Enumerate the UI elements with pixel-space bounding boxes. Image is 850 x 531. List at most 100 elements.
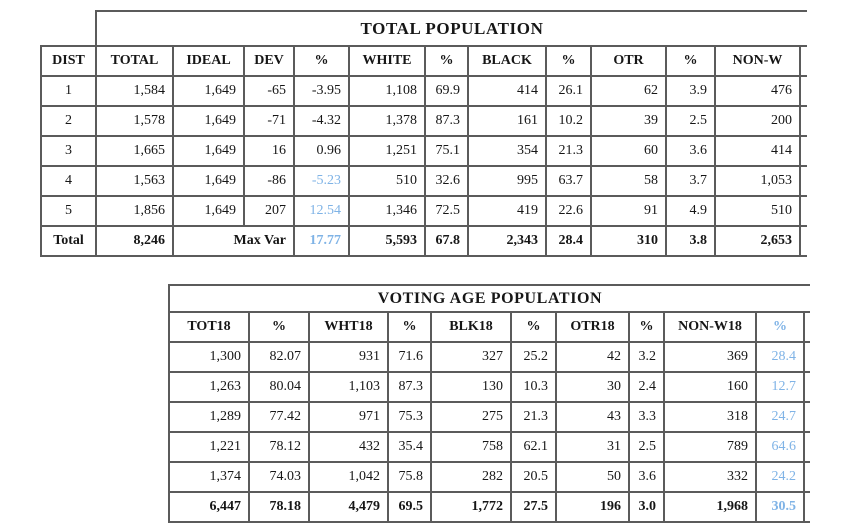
- column-header: %: [248, 311, 310, 343]
- table-row: 3 1,665 1,649 16 0.96 1,251 75.1 354 21.3 60 3.6 41…: [40, 135, 807, 167]
- value-cell: 42: [555, 341, 630, 373]
- value-cell: 60: [590, 135, 667, 167]
- total-value-cell: 5,593: [348, 225, 426, 257]
- value-cell: 419: [467, 195, 547, 227]
- value-cell: 12.7: [755, 371, 805, 403]
- value-cell: 1,346: [348, 195, 426, 227]
- value-cell: 207: [243, 195, 295, 227]
- value-cell: 332: [663, 461, 757, 493]
- value-cell: -3.95: [293, 75, 350, 107]
- total-value-cell: 2,653: [714, 225, 801, 257]
- table-row: 2 1,578 1,649 -71 -4.32 1,378 87.3 161 10.2 39 2.5…: [40, 105, 807, 137]
- value-cell: 161: [467, 105, 547, 137]
- value-cell: 21.3: [510, 401, 557, 433]
- value-cell: 369: [663, 341, 757, 373]
- value-cell: 1,665: [95, 135, 174, 167]
- value-cell: 3.3: [628, 401, 665, 433]
- table-edge-sliver: [803, 311, 810, 343]
- voting-age-population-table: VOTING AGE POPULATION TOT18% WHT18% BLK18%…: [168, 284, 810, 523]
- value-cell: 25.2: [510, 341, 557, 373]
- table-edge-sliver: [799, 165, 807, 197]
- value-cell: 24.7: [755, 401, 805, 433]
- table-row: 4 1,563 1,649 -86 -5.23 510 32.6 995 63.7 58 3.7 1,…: [40, 165, 807, 197]
- value-cell: 3.7: [665, 165, 716, 197]
- table-row: 1,374 74.03 1,042 75.8 282 20.5 50 3.6 332 24.2: [168, 461, 810, 493]
- value-cell: 72.5: [424, 195, 469, 227]
- table-row: 1,300 82.07 931 71.6 327 25.2 42 3.2 369 28.4: [168, 341, 810, 373]
- total-value-cell: 67.8: [424, 225, 469, 257]
- table2-title-row: VOTING AGE POPULATION: [168, 284, 810, 313]
- value-cell: 63.7: [545, 165, 592, 197]
- value-cell: 3.9: [665, 75, 716, 107]
- district-cell: 2: [40, 105, 97, 137]
- value-cell: 77.42: [248, 401, 310, 433]
- value-cell: 12.54: [293, 195, 350, 227]
- table-row: 5 1,856 1,649 207 12.54 1,346 72.5 419 22.6 91 4.9…: [40, 195, 807, 227]
- value-cell: 87.3: [424, 105, 469, 137]
- table-edge-sliver: [799, 195, 807, 227]
- value-cell: 1,856: [95, 195, 174, 227]
- district-cell: 3: [40, 135, 97, 167]
- table-edge-sliver: [803, 461, 810, 493]
- table-edge-sliver: [803, 371, 810, 403]
- value-cell: 78.12: [248, 431, 310, 463]
- value-cell: 71.6: [387, 341, 432, 373]
- value-cell: 32.6: [424, 165, 469, 197]
- total-value-cell: 28.4: [545, 225, 592, 257]
- value-cell: 10.3: [510, 371, 557, 403]
- total-value-cell: 69.5: [387, 491, 432, 523]
- value-cell: -71: [243, 105, 295, 137]
- value-cell: 1,374: [168, 461, 250, 493]
- value-cell: 75.1: [424, 135, 469, 167]
- district-cell: 1: [40, 75, 97, 107]
- total-value-cell: 1,968: [663, 491, 757, 523]
- value-cell: 1,649: [172, 105, 245, 137]
- table-edge-sliver: [799, 135, 807, 167]
- total-value-cell: 3.0: [628, 491, 665, 523]
- column-header: DIST: [40, 45, 97, 77]
- value-cell: 3.6: [628, 461, 665, 493]
- district-cell: 5: [40, 195, 97, 227]
- value-cell: 3.6: [665, 135, 716, 167]
- value-cell: 1,053: [714, 165, 801, 197]
- table-row: 1,263 80.04 1,103 87.3 130 10.3 30 2.4 160 12.7: [168, 371, 810, 403]
- column-header: %: [665, 45, 716, 77]
- value-cell: 35.4: [387, 431, 432, 463]
- table-total-row: 6,447 78.18 4,479 69.5 1,772 27.5 196 3.0 1,968 3…: [168, 491, 810, 523]
- table2-title: VOTING AGE POPULATION: [168, 284, 810, 313]
- value-cell: 30: [555, 371, 630, 403]
- total-value-cell: 6,447: [168, 491, 250, 523]
- column-header: OTR: [590, 45, 667, 77]
- table-edge-sliver: [803, 431, 810, 463]
- column-header: %: [545, 45, 592, 77]
- value-cell: 39: [590, 105, 667, 137]
- value-cell: 476: [714, 75, 801, 107]
- table-edge-sliver: [803, 401, 810, 433]
- value-cell: 31: [555, 431, 630, 463]
- value-cell: 28.4: [755, 341, 805, 373]
- table-edge-sliver: [803, 341, 810, 373]
- column-header: TOT18: [168, 311, 250, 343]
- value-cell: 1,108: [348, 75, 426, 107]
- value-cell: 62.1: [510, 431, 557, 463]
- table1-header-row: DIST TOTAL IDEAL DEV% WHITE% BLACK% OTR% NON-W: [40, 45, 807, 77]
- table-row: 1,221 78.12 432 35.4 758 62.1 31 2.5 789 64.6: [168, 431, 810, 463]
- value-cell: 318: [663, 401, 757, 433]
- column-header: DEV: [243, 45, 295, 77]
- value-cell: 1,378: [348, 105, 426, 137]
- value-cell: 3.2: [628, 341, 665, 373]
- total-value-cell: 27.5: [510, 491, 557, 523]
- column-header: IDEAL: [172, 45, 245, 77]
- max-var-label-cell: Max Var: [172, 225, 295, 257]
- value-cell: 789: [663, 431, 757, 463]
- value-cell: 58: [590, 165, 667, 197]
- value-cell: 75.3: [387, 401, 432, 433]
- table-edge-sliver: [799, 105, 807, 137]
- column-header: %: [755, 311, 805, 343]
- value-cell: 1,263: [168, 371, 250, 403]
- value-cell: 282: [430, 461, 512, 493]
- value-cell: 74.03: [248, 461, 310, 493]
- value-cell: 432: [308, 431, 389, 463]
- table1-title-gap: [41, 11, 96, 46]
- column-header: %: [628, 311, 665, 343]
